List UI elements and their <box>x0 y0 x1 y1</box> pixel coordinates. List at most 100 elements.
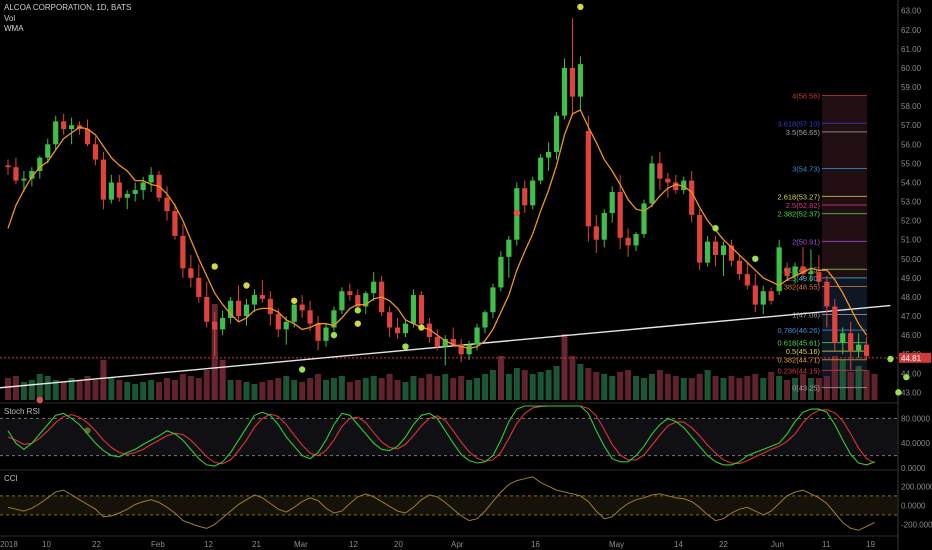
volume-bar <box>291 380 298 400</box>
candle-body <box>705 241 711 263</box>
signal-dot <box>330 331 338 339</box>
fib-level-label: 4(58.56) <box>792 91 820 100</box>
volume-bar <box>195 378 202 400</box>
candle-body <box>681 180 687 191</box>
candle-body <box>665 178 671 183</box>
price-tick-label: 49.00 <box>901 274 922 283</box>
candle-body <box>164 197 170 212</box>
candle-body <box>132 190 138 194</box>
candle-body <box>140 182 146 191</box>
fib-level-label: 3.5(56.65) <box>786 128 821 137</box>
volume-bar <box>593 372 600 400</box>
volume-bar <box>171 380 178 400</box>
symbol-title: ALCOA CORPORATION, 1D, BATS <box>4 3 132 12</box>
volume-bar <box>28 380 35 400</box>
candle-body <box>243 304 250 317</box>
candle-body <box>824 281 830 307</box>
fib-level-label: 2.618(53.27) <box>777 192 820 201</box>
volume-bar <box>12 376 19 400</box>
candle-body <box>69 125 75 130</box>
volume-bar <box>227 380 234 400</box>
volume-bar <box>5 378 11 400</box>
volume-bar <box>235 380 242 400</box>
fib-level-label: 0(43.25) <box>792 384 820 393</box>
candle-body <box>45 144 51 158</box>
volume-bar <box>410 376 417 400</box>
volume-bar <box>656 370 663 400</box>
volume-bar <box>474 378 481 400</box>
candle-body <box>633 233 639 246</box>
candle-body <box>712 241 719 255</box>
fib-level-label: 0.5(45.16) <box>786 347 821 356</box>
stoch-d-line <box>7 405 875 465</box>
fib-zone-upper <box>822 95 867 278</box>
volume-bar <box>346 382 353 400</box>
time-tick-label: 22 <box>719 540 728 549</box>
fib-level-label: 1(47.08) <box>792 311 820 320</box>
volume-bar <box>680 378 687 400</box>
candle-body <box>267 298 273 315</box>
candle-body <box>546 151 552 158</box>
volume-bar <box>442 374 449 400</box>
candle-body <box>697 214 703 263</box>
volume-spike-bar <box>100 360 107 400</box>
volume-bar <box>458 376 465 400</box>
candle-body <box>212 321 218 330</box>
candle-body <box>856 344 862 351</box>
candle-body <box>649 163 655 204</box>
time-tick-label: Mar <box>294 540 308 549</box>
volume-bar <box>450 378 457 400</box>
volume-bar <box>307 378 314 400</box>
time-tick-label: 21 <box>252 540 261 549</box>
volume-bar <box>434 376 441 400</box>
candle-body <box>450 338 456 345</box>
time-tick-label: 14 <box>674 540 683 549</box>
candle-body <box>371 281 377 294</box>
time-tick-label: Apr <box>451 540 464 549</box>
volume-bar <box>776 376 783 400</box>
fib-level-label: 1.382(48.55) <box>777 282 820 291</box>
volume-bar <box>617 372 624 400</box>
candle-body <box>331 310 337 328</box>
signal-dot <box>752 255 759 262</box>
signal-dot <box>402 343 409 350</box>
candle-body <box>776 247 782 292</box>
candle-body <box>482 312 488 328</box>
volume-bar <box>839 360 846 400</box>
candle-body <box>569 67 576 97</box>
candle-body <box>816 272 822 282</box>
volume-bar <box>283 376 290 400</box>
volume-bar <box>688 378 695 400</box>
volume-bar <box>672 376 679 400</box>
volume-spike-bar <box>219 360 226 400</box>
candle-body <box>235 300 242 317</box>
signal-dot <box>354 307 361 314</box>
signal-dot <box>354 320 361 327</box>
volume-bar <box>648 374 655 400</box>
fib-level-label: 1.618(49.45) <box>777 265 820 274</box>
candle-body <box>673 182 679 191</box>
volume-bar <box>354 380 361 400</box>
fib-level-label: 2.382(52.37) <box>777 210 820 219</box>
candle-body <box>736 260 742 275</box>
volume-bar <box>641 378 647 400</box>
candle-body <box>609 192 615 213</box>
volume-bar <box>187 376 194 400</box>
volume-bar <box>330 378 337 400</box>
fib-level-label: 3.618(57.10) <box>777 119 820 128</box>
volume-bar <box>585 368 592 400</box>
candle-body <box>530 180 536 206</box>
candle-body <box>689 180 695 215</box>
volume-bar <box>521 370 528 400</box>
candle-body <box>37 157 43 172</box>
time-tick-label: Feb <box>151 540 165 549</box>
candle-body <box>553 115 560 152</box>
volume-bar <box>760 378 767 400</box>
price-tick-label: 44.00 <box>901 369 922 378</box>
signal-dot <box>418 324 425 331</box>
cci-tick-label: 200.0000 <box>901 482 932 491</box>
volume-bar <box>601 374 608 400</box>
volume-bar <box>537 372 544 400</box>
candle-body <box>108 182 114 200</box>
